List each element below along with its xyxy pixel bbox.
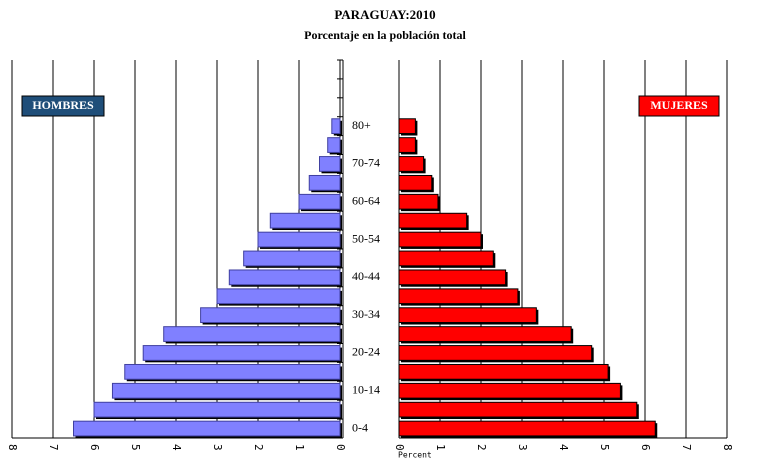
bar bbox=[398, 382, 621, 399]
y-tick-label: 60-64 bbox=[352, 194, 380, 208]
x-tick-label: 6 bbox=[88, 444, 101, 451]
bar bbox=[93, 401, 341, 418]
bar bbox=[216, 288, 341, 305]
bar bbox=[269, 212, 341, 229]
x-tick-label: 2 bbox=[252, 444, 265, 451]
y-tick-label: 30-34 bbox=[352, 307, 380, 321]
bar bbox=[398, 193, 439, 210]
bar bbox=[308, 174, 341, 191]
x-tick-label: 4 bbox=[557, 444, 570, 451]
y-tick-label: 20-24 bbox=[352, 345, 380, 359]
bar bbox=[257, 231, 341, 248]
bar bbox=[398, 326, 572, 342]
legend-label: MUJERES bbox=[650, 98, 708, 112]
bar bbox=[398, 363, 609, 380]
bar bbox=[124, 363, 341, 380]
bar bbox=[243, 250, 341, 267]
bar bbox=[142, 345, 341, 361]
bar bbox=[398, 250, 494, 267]
y-tick-label: 50-54 bbox=[352, 231, 380, 245]
bar bbox=[398, 269, 507, 286]
bar bbox=[398, 288, 519, 305]
bar bbox=[163, 326, 341, 342]
x-tick-label: 7 bbox=[47, 444, 60, 451]
bar bbox=[398, 156, 425, 172]
x-tick-label: 1 bbox=[293, 444, 306, 451]
x-tick-label: 5 bbox=[129, 444, 142, 451]
bar bbox=[319, 156, 341, 172]
x-tick-label: 6 bbox=[639, 444, 652, 451]
x-tick-label: 3 bbox=[211, 444, 224, 451]
x-tick-label: 5 bbox=[598, 444, 611, 451]
bar bbox=[398, 137, 416, 153]
chart-title: PARAGUAY:2010 bbox=[334, 7, 435, 22]
bar bbox=[398, 212, 468, 229]
x-tick-label: 2 bbox=[475, 444, 488, 451]
x-tick-label: 0 bbox=[334, 444, 347, 451]
y-tick-label: 80+ bbox=[352, 118, 371, 132]
bar bbox=[331, 118, 341, 135]
y-tick-label: 10-14 bbox=[352, 383, 380, 397]
bar bbox=[200, 307, 341, 324]
legend-label: HOMBRES bbox=[32, 98, 94, 112]
x-tick-label: 3 bbox=[516, 444, 529, 451]
x-tick-label: 0 bbox=[393, 444, 406, 451]
bar bbox=[73, 420, 341, 437]
x-axis-label: Percent bbox=[398, 451, 432, 460]
bar bbox=[298, 193, 341, 210]
bar bbox=[228, 269, 341, 286]
legend-box bbox=[638, 95, 720, 117]
y-tick-label: 70-74 bbox=[352, 156, 380, 170]
bar bbox=[398, 118, 416, 135]
chart-subtitle: Porcentaje en la población total bbox=[304, 28, 466, 42]
x-tick-label: 8 bbox=[721, 444, 734, 451]
y-tick-label: 0-4 bbox=[352, 420, 368, 434]
bar bbox=[398, 401, 638, 418]
x-tick-label: 7 bbox=[680, 444, 693, 451]
bar bbox=[398, 307, 537, 324]
x-tick-label: 1 bbox=[434, 444, 447, 451]
x-tick-label: 4 bbox=[170, 444, 183, 451]
legend-box bbox=[21, 95, 105, 117]
bar bbox=[327, 137, 341, 153]
bar bbox=[398, 420, 656, 437]
y-tick-label: 40-44 bbox=[352, 269, 380, 283]
x-tick-label: 8 bbox=[6, 444, 19, 451]
bar bbox=[398, 345, 593, 361]
bar bbox=[111, 382, 341, 399]
bar bbox=[398, 231, 482, 248]
bar bbox=[398, 174, 433, 191]
